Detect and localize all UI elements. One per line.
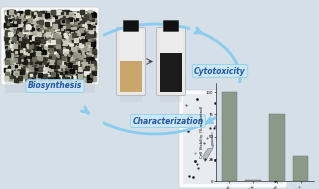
FancyBboxPatch shape: [160, 30, 182, 92]
Polygon shape: [255, 123, 265, 133]
FancyBboxPatch shape: [160, 53, 182, 92]
FancyBboxPatch shape: [120, 94, 142, 102]
Bar: [293, 156, 308, 181]
FancyBboxPatch shape: [116, 28, 145, 95]
Text: 100 nm: 100 nm: [261, 98, 273, 102]
FancyBboxPatch shape: [1, 7, 99, 85]
Y-axis label: Cell Viability (% of control): Cell Viability (% of control): [200, 106, 204, 159]
FancyBboxPatch shape: [157, 28, 186, 95]
Polygon shape: [241, 109, 251, 115]
Bar: [269, 114, 285, 181]
FancyBboxPatch shape: [120, 61, 142, 92]
Text: Biosynthesis: Biosynthesis: [28, 81, 82, 91]
Polygon shape: [246, 157, 262, 166]
FancyBboxPatch shape: [5, 11, 95, 81]
FancyBboxPatch shape: [5, 81, 95, 93]
Polygon shape: [203, 148, 213, 162]
FancyBboxPatch shape: [163, 20, 179, 32]
Polygon shape: [238, 125, 251, 147]
Polygon shape: [211, 132, 213, 147]
FancyBboxPatch shape: [160, 94, 182, 102]
Polygon shape: [219, 148, 241, 174]
Bar: [222, 92, 237, 181]
FancyBboxPatch shape: [179, 90, 287, 188]
Text: Characterization: Characterization: [132, 116, 204, 125]
Text: Cytotoxicity: Cytotoxicity: [194, 67, 246, 75]
Polygon shape: [230, 114, 237, 125]
FancyBboxPatch shape: [120, 30, 143, 92]
FancyBboxPatch shape: [123, 20, 139, 32]
FancyBboxPatch shape: [183, 94, 283, 184]
Polygon shape: [244, 141, 254, 153]
Bar: [245, 180, 261, 181]
Polygon shape: [216, 113, 224, 120]
